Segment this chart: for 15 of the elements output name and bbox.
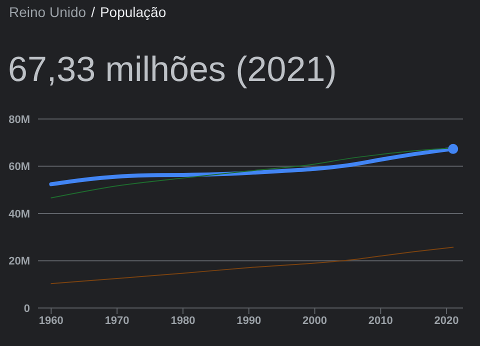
x-tick-label: 2010 [368,314,393,327]
x-tick-label: 1980 [170,314,196,327]
line-series [50,246,454,284]
x-tick-label: 1960 [38,314,64,327]
y-tick-label: 0 [24,302,30,315]
y-tick-label: 20M [8,256,30,268]
y-tick-label: 80M [8,114,30,126]
x-tick-label: 1970 [104,314,130,327]
chart-title: 67,33 milhões (2021) [8,50,337,90]
chart-subtitle: Reino Unido / População [9,4,166,20]
y-tick-label: 40M [8,208,30,220]
x-tick-label: 2020 [434,314,459,327]
x-tick-label: 2000 [302,314,327,327]
x-tick-label: 1990 [236,314,262,327]
y-tick-label: 60M [8,161,30,174]
